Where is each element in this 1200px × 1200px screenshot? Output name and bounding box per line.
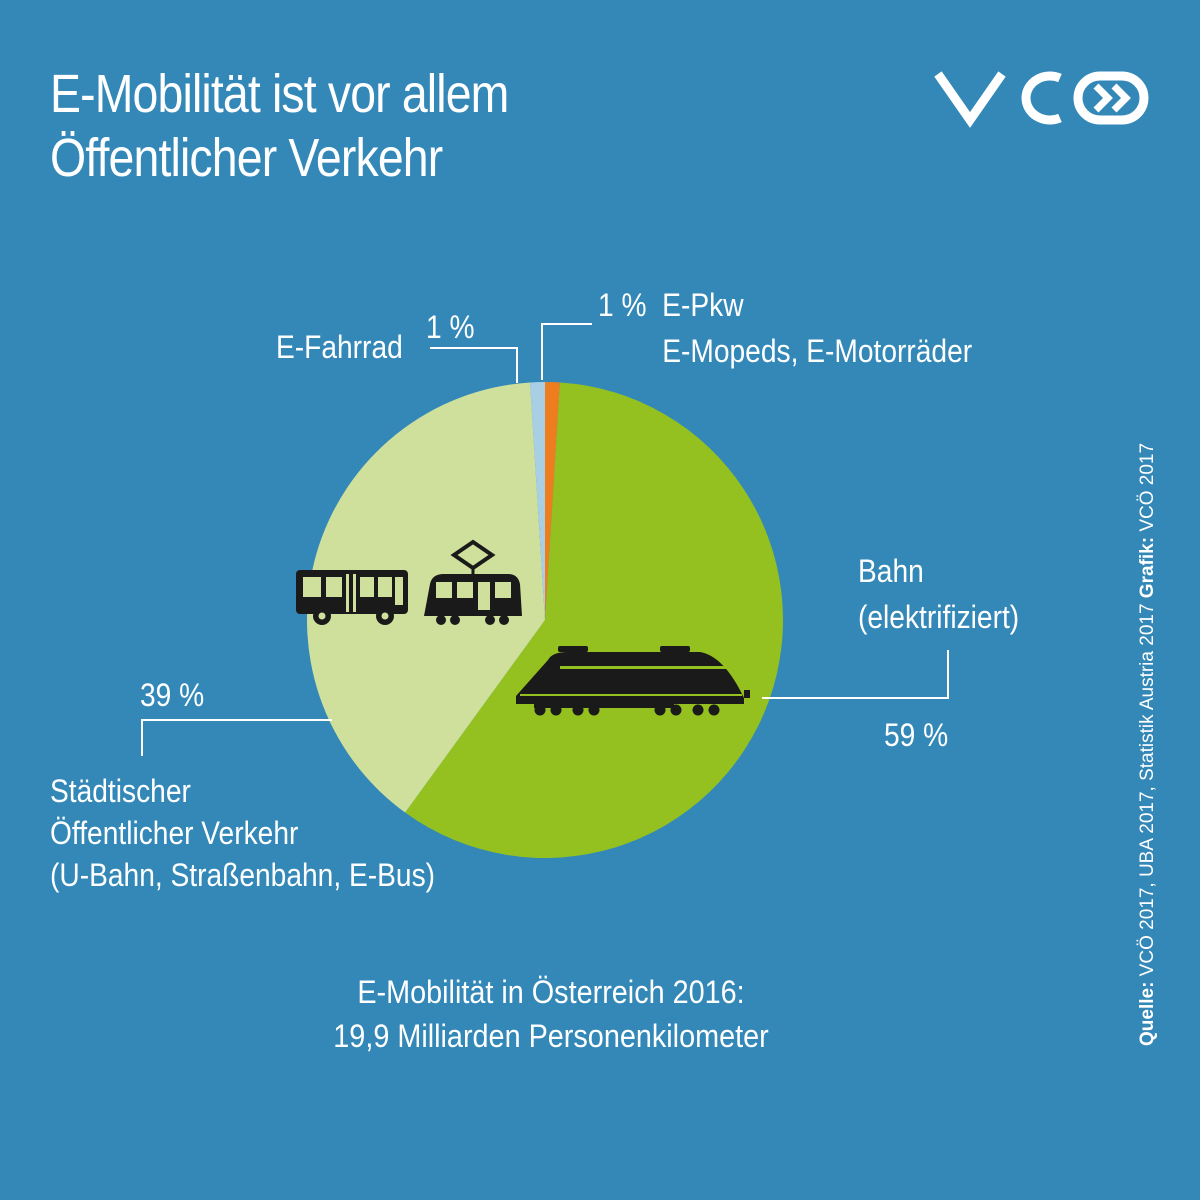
slice-efahrrad xyxy=(530,382,545,620)
slice-oev xyxy=(307,382,545,813)
slice-bahn xyxy=(405,382,783,858)
leader-line-efahrrad xyxy=(430,347,518,383)
bus-icon xyxy=(296,570,408,625)
label-epkw-text1: E-Pkw xyxy=(662,287,744,323)
slice-epkw xyxy=(545,382,560,620)
label-oev-line2: Öffentlicher Verkehr xyxy=(50,815,299,851)
source-grafik-text: VCÖ 2017 xyxy=(1137,442,1158,537)
value-label-efahrrad: 1 % xyxy=(426,309,475,345)
title-line-2: Öffentlicher Verkehr xyxy=(50,128,443,188)
label-oev-line1: Städtischer xyxy=(50,773,191,809)
label-oev: Städtischer Öffentlicher Verkehr (U-Bahn… xyxy=(50,772,435,894)
leader-line-bahn xyxy=(762,650,949,699)
label-efahrrad-text: E-Fahrrad xyxy=(276,329,403,365)
title-line-1: E-Mobilität ist vor allem xyxy=(50,64,509,124)
value-label-oev: 39 % xyxy=(140,677,205,713)
label-efahrrad: E-Fahrrad xyxy=(276,328,403,366)
leader-line-epkw xyxy=(541,323,592,380)
label-bahn-line1: Bahn xyxy=(858,553,924,589)
page-title: E-Mobilität ist vor allem Öffentlicher V… xyxy=(50,62,509,190)
value-label-bahn: 59 % xyxy=(884,717,949,753)
footer-line-2: 19,9 Milliarden Personenkilometer xyxy=(333,1018,769,1054)
label-bahn-line2: (elektrifiziert) xyxy=(858,599,1020,635)
leader-lines xyxy=(141,323,949,756)
label-epkw-line1: 1 % E-Pkw xyxy=(598,286,972,324)
source-grafik-label: Grafik: xyxy=(1137,536,1158,599)
source-quelle-text: VCÖ 2017, UBA 2017, Statistik Austria 20… xyxy=(1137,598,1158,982)
pie-slices xyxy=(307,382,783,858)
label-epkw-line2: E-Mopeds, E-Motorräder xyxy=(662,333,973,369)
source-quelle-label: Quelle: xyxy=(1137,981,1158,1046)
tram-icon xyxy=(424,539,522,625)
vco-logo xyxy=(934,71,1149,128)
leader-line-oev xyxy=(141,719,332,756)
footer-line-1: E-Mobilität in Österreich 2016: xyxy=(357,974,745,1010)
chart-footer: E-Mobilität in Österreich 2016: 19,9 Mil… xyxy=(0,970,1102,1058)
train-icon xyxy=(516,646,750,716)
label-oev-line3: (U-Bahn, Straßenbahn, E-Bus) xyxy=(50,857,436,893)
label-epkw: 1 % E-Pkw E-Mopeds, E-Motorräder xyxy=(598,286,972,370)
source-note: Quelle: VCÖ 2017, UBA 2017, Statistik Au… xyxy=(1137,443,1159,1046)
label-bahn: Bahn (elektrifiziert) xyxy=(858,552,1019,636)
value-label-epkw: 1 % xyxy=(598,287,647,323)
